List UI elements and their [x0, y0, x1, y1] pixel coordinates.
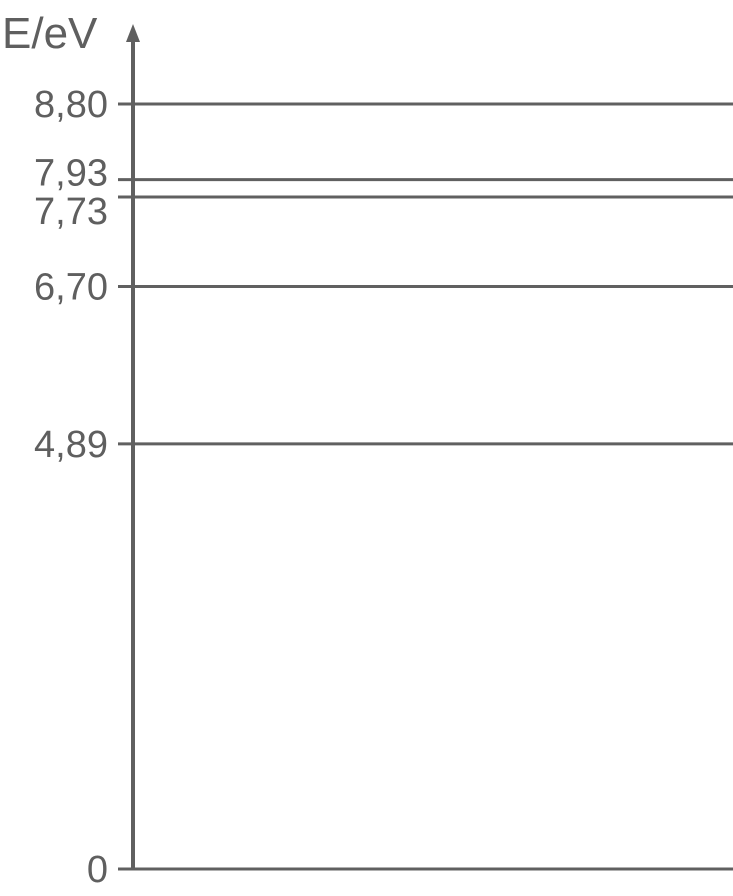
y-axis-label: E/eV — [2, 9, 98, 58]
energy-level-label: 6,70 — [34, 267, 108, 309]
y-axis-arrow-icon — [126, 24, 140, 42]
energy-level-label: 4,89 — [34, 424, 108, 466]
energy-level-label: 0 — [87, 849, 108, 891]
energy-level-label: 7,93 — [34, 153, 108, 195]
energy-level-label: 8,80 — [34, 84, 108, 126]
energy-level-label: 7,73 — [34, 191, 108, 233]
